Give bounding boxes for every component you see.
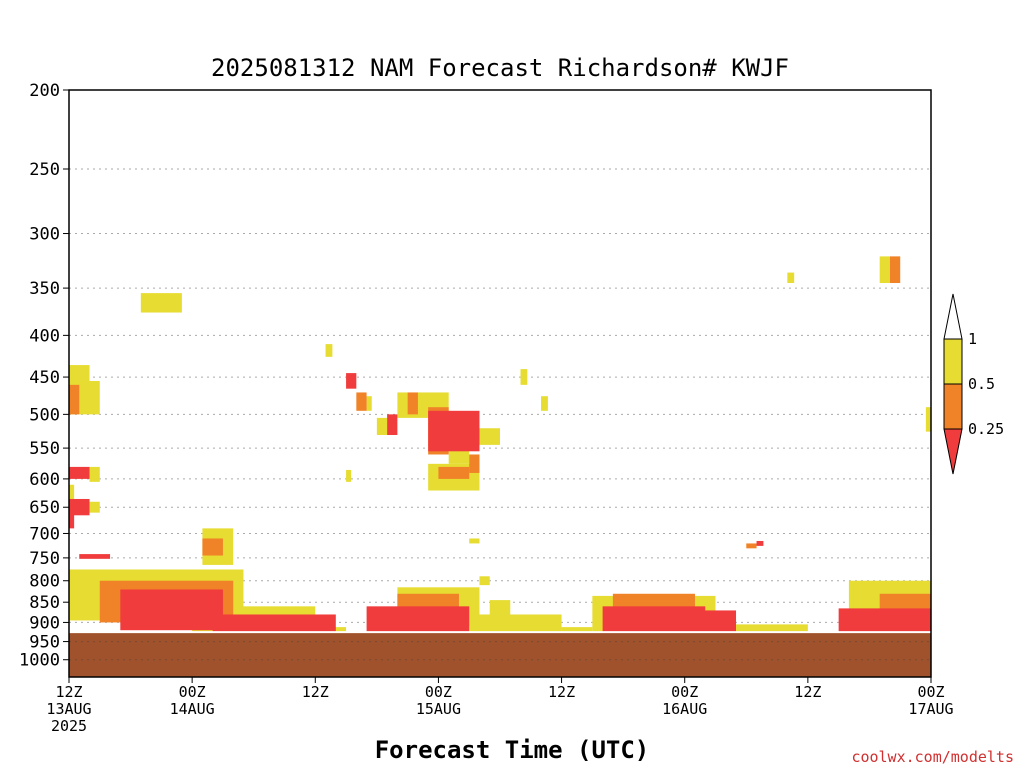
heatmap-cell-orange-32	[469, 454, 480, 473]
legend-swatch-below-0.25	[943, 428, 963, 475]
x-tick-label: 00Z	[179, 683, 206, 701]
color-legend: 1 0.5 0.25	[943, 293, 1004, 475]
x-tick-label: 00Z	[425, 683, 452, 701]
heatmap-cell-red-39	[366, 606, 470, 633]
y-tick-label: 850	[29, 593, 60, 613]
x-tick-label: 14AUG	[170, 700, 215, 718]
y-axis: 200 250 300 350 400 450 500 550 600 650 700 750 8008…	[19, 81, 69, 671]
heatmap-cell-yellow-10	[140, 293, 182, 313]
legend-swatch-above-1	[943, 293, 963, 340]
plot-frame	[68, 89, 932, 678]
heatmap-cell-red-15	[120, 589, 223, 631]
heatmap-cell-yellow-36	[479, 576, 490, 586]
y-tick-label: 700	[29, 524, 60, 544]
heatmap-cell-yellow-4	[89, 466, 100, 482]
heatmap-cell-red-51	[756, 540, 764, 546]
heatmap-cell-red-48	[694, 610, 737, 633]
heatmap-cell-red-29	[428, 410, 480, 452]
heatmap-cell-yellow-8	[69, 484, 75, 502]
heatmap-cell-orange-50	[746, 543, 757, 549]
y-tick-label: 750	[29, 549, 60, 569]
heatmap-cell-yellow-19	[325, 344, 333, 357]
x-tick-label: 12Z	[548, 683, 575, 701]
heatmap-cell-yellow-42	[520, 369, 528, 385]
heatmap-cell-yellow-43	[541, 396, 548, 411]
y-tick-label: 600	[29, 470, 60, 490]
heatmap-cell-yellow-23	[346, 469, 352, 482]
heatmap-cell-red-58	[838, 608, 931, 633]
y-tick-label: 950	[29, 633, 60, 653]
heatmap-cell-yellow-31	[448, 448, 470, 464]
x-tick-label: 17AUG	[908, 700, 953, 718]
below-ground-fill	[69, 631, 931, 677]
heatmap-cell-orange-27	[407, 392, 418, 415]
heatmap-cell-red-20	[346, 373, 357, 389]
heatmap-cell-yellow-52	[787, 272, 795, 284]
heatmap-cell-orange-34	[438, 466, 470, 479]
heatmap-cell-yellow-6	[89, 501, 100, 513]
y-tick-label: 250	[29, 160, 60, 180]
x-tick-label: 13AUG	[46, 700, 91, 718]
legend-swatch-0.5-1	[943, 338, 963, 385]
heatmap-cell-red-25	[387, 414, 398, 435]
heatmap-cell-red-47	[602, 606, 706, 633]
chart-title: 2025081312 NAM Forecast Richardson# KWJF	[211, 54, 789, 82]
heatmap-cell-yellow-44	[561, 627, 593, 633]
x-tick-label: 2025	[51, 717, 87, 735]
y-tick-label: 650	[29, 498, 60, 518]
heatmap-cell-yellow-41	[489, 600, 511, 615]
heatmap-cell-orange-54	[889, 256, 901, 284]
y-tick-label: 500	[29, 405, 60, 425]
x-tick-label: 12Z	[302, 683, 329, 701]
heatmap-cell-yellow-35	[469, 538, 480, 544]
legend-swatch-0.25-0.5	[943, 383, 963, 430]
y-tick-label: 1000	[19, 651, 60, 671]
y-tick-label: 900	[29, 613, 60, 633]
y-tick-label: 450	[29, 368, 60, 388]
heatmap-cell-red-17	[212, 614, 336, 633]
heatmap-cell-yellow-24	[376, 417, 388, 435]
y-tick-label: 200	[29, 81, 60, 101]
legend-label: 0.25	[968, 420, 1004, 438]
heatmap-cell-orange-21	[356, 392, 367, 411]
x-tick-label: 15AUG	[416, 700, 461, 718]
x-tick-label: 00Z	[917, 683, 944, 701]
heatmap-cell-orange-12	[202, 538, 223, 556]
y-tick-label: 800	[29, 572, 60, 592]
heatmap-cell-red-3	[69, 466, 90, 479]
y-tick-label: 400	[29, 326, 60, 346]
x-tick-label: 00Z	[671, 683, 698, 701]
legend-label: 0.5	[968, 375, 995, 393]
y-tick-label: 350	[29, 279, 60, 299]
x-tick-label: 16AUG	[662, 700, 707, 718]
heatmap-cells	[69, 256, 931, 633]
heatmap-cell-yellow-53	[879, 256, 890, 284]
heatmap-cell-orange-2	[69, 384, 80, 415]
heatmap-cell-yellow-49	[736, 624, 808, 633]
heatmap-cell-red-7	[69, 512, 75, 529]
heatmap-cell-yellow-22	[366, 396, 372, 411]
y-tick-label: 550	[29, 439, 60, 459]
heatmap-cell-yellow-55	[925, 407, 931, 432]
heatmap-cell-yellow-40	[469, 614, 562, 633]
x-axis-title: Forecast Time (UTC)	[375, 736, 650, 764]
heatmap-cell-red-5	[69, 498, 90, 516]
y-tick-label: 300	[29, 225, 60, 245]
credit-text: coolwx.com/modelts	[851, 748, 1014, 766]
x-tick-label: 12Z	[794, 683, 821, 701]
x-tick-label: 12Z	[55, 683, 82, 701]
legend-label: 1	[968, 330, 977, 348]
ground-fill	[69, 632, 931, 677]
heatmap-cell-red-9	[79, 554, 111, 559]
